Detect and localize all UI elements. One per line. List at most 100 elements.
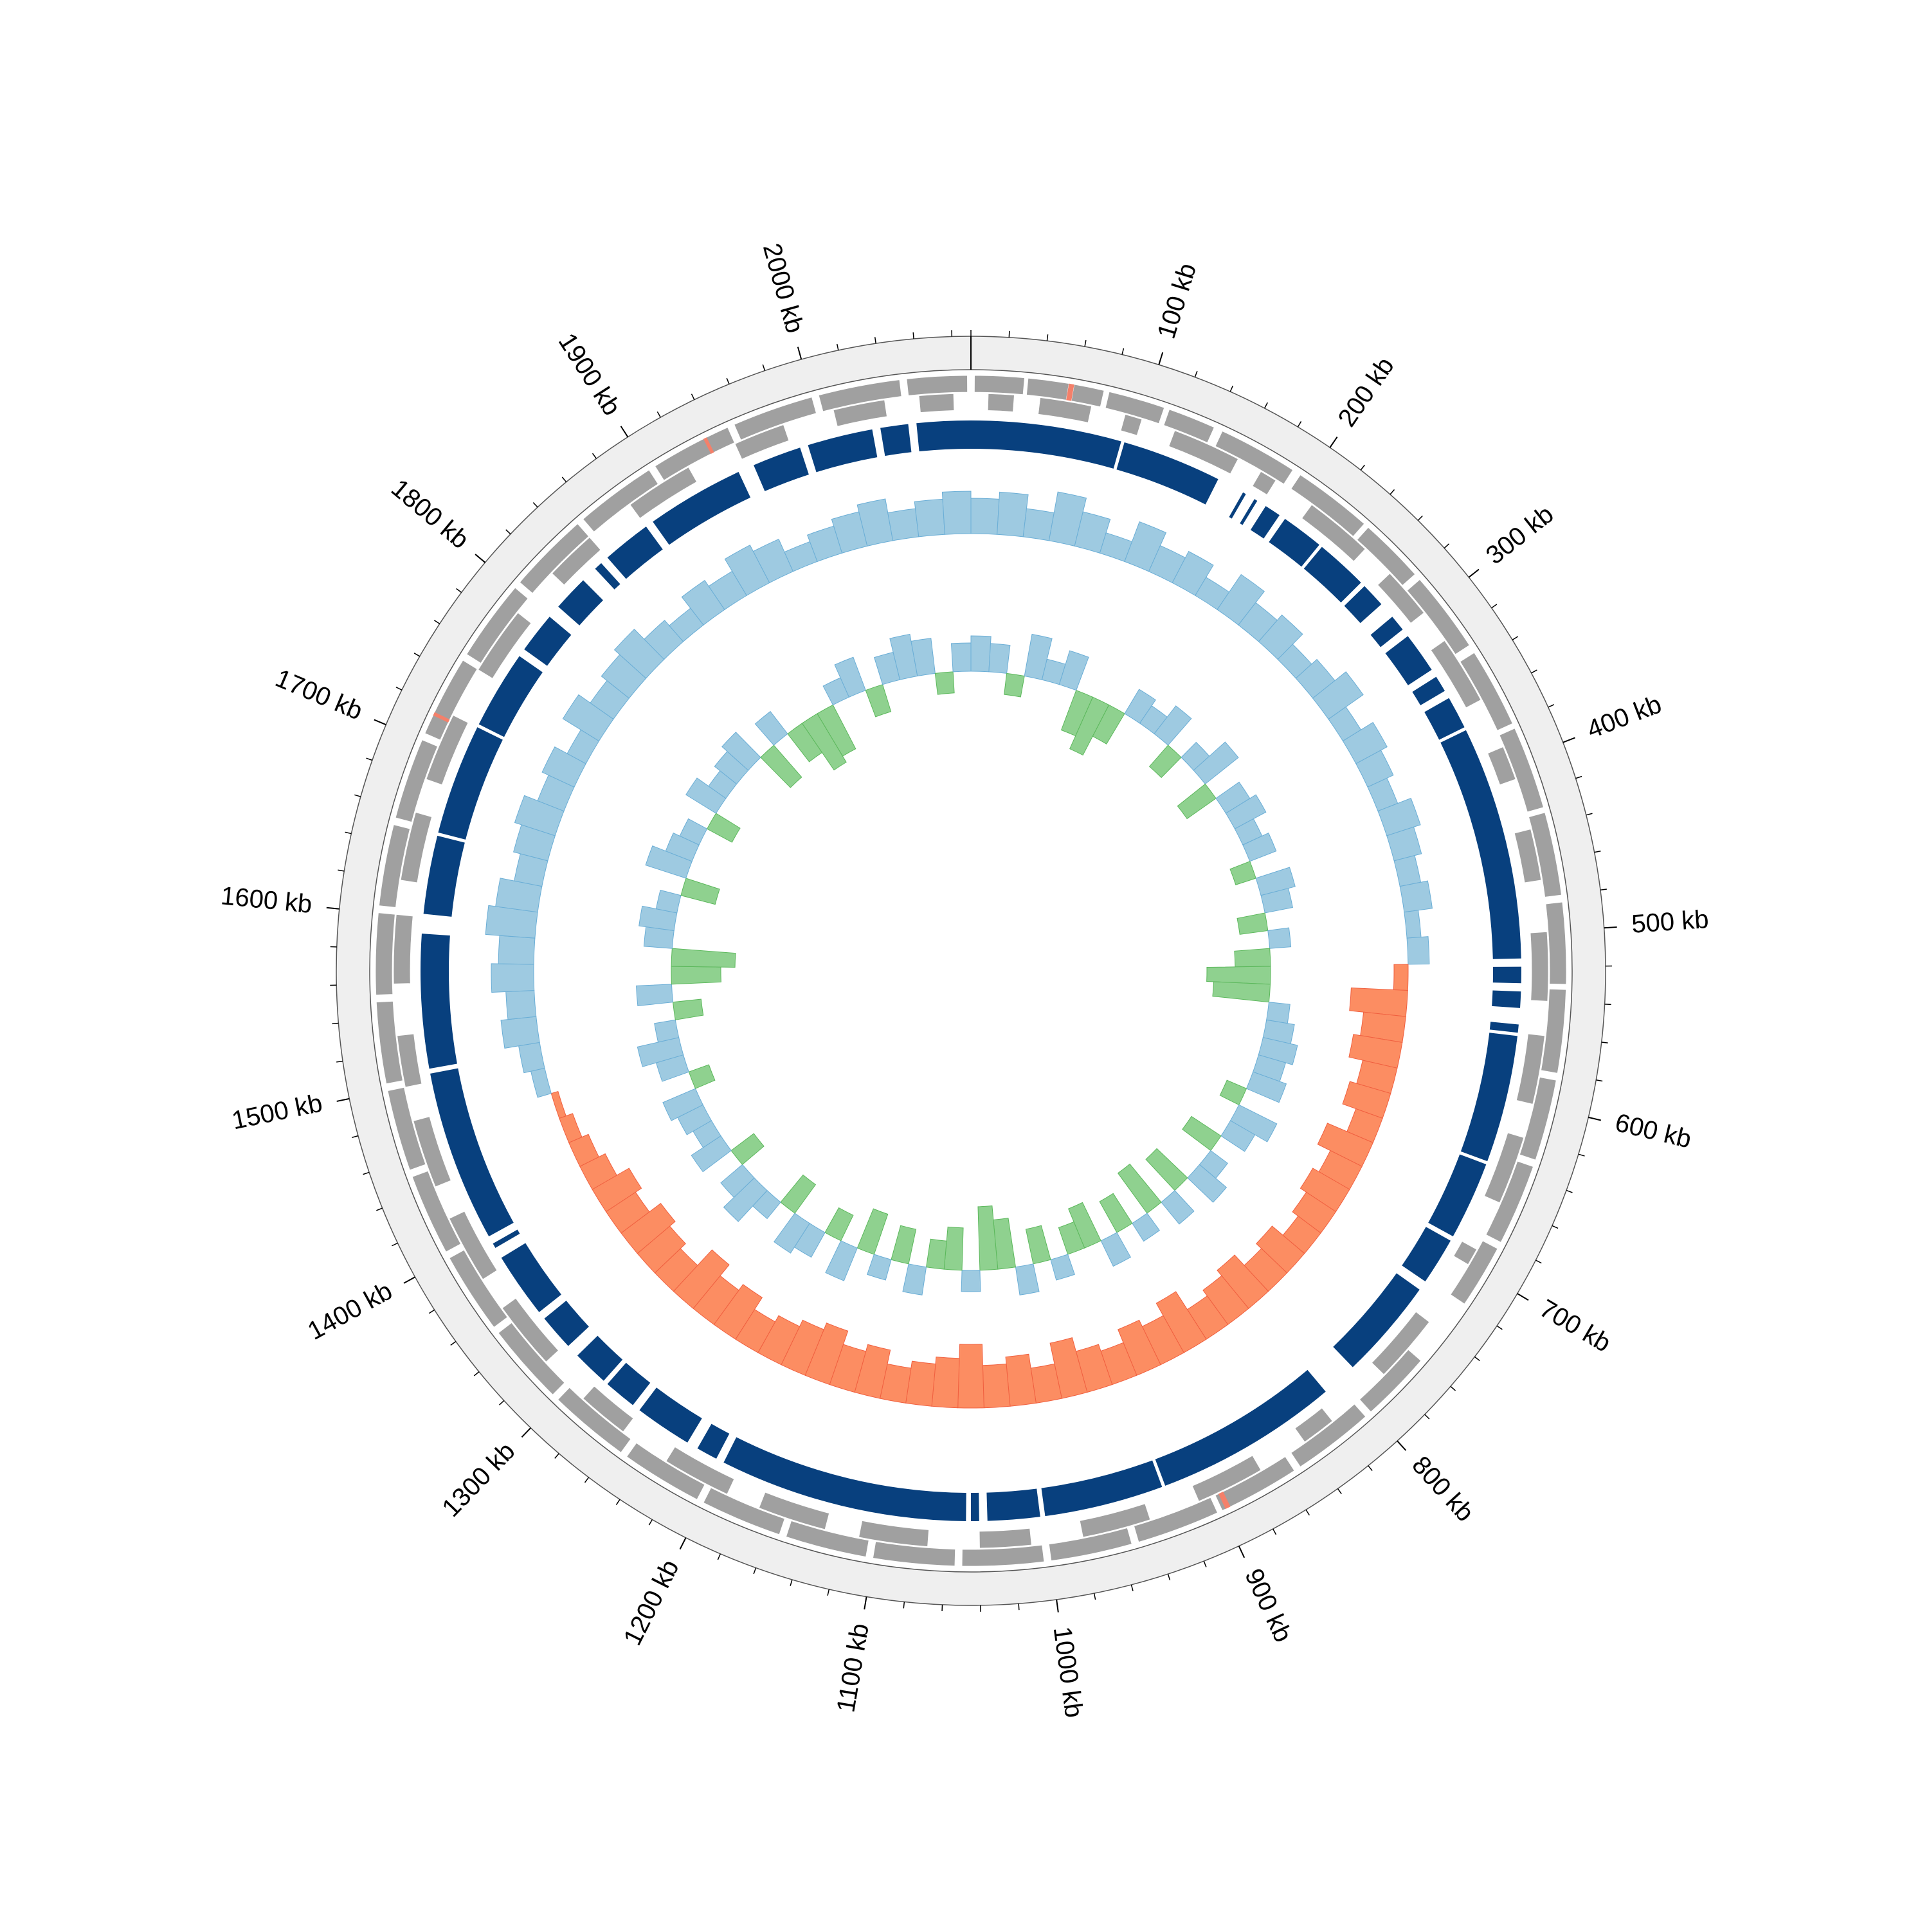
minor-tick xyxy=(754,1568,756,1574)
contig-block xyxy=(545,1301,589,1346)
tick-label: 1500 kb xyxy=(230,1089,325,1135)
minor-tick xyxy=(1600,889,1607,890)
gene-feature xyxy=(974,375,1024,395)
minor-tick xyxy=(352,1136,358,1138)
minor-tick xyxy=(1586,813,1593,815)
major-tick xyxy=(1330,437,1337,447)
skew-bar xyxy=(559,1114,582,1142)
major-tick xyxy=(1397,1441,1406,1450)
tick-label: 1400 kb xyxy=(303,1277,397,1346)
skew-bar xyxy=(888,509,919,541)
gc-bar xyxy=(971,636,991,672)
minor-tick xyxy=(875,337,876,343)
skew-bar xyxy=(914,499,945,537)
gc-bar xyxy=(1146,1148,1188,1190)
minor-tick xyxy=(345,832,352,833)
tick-label: 300 kb xyxy=(1481,500,1559,570)
minor-tick xyxy=(1195,371,1197,377)
minor-tick xyxy=(1444,544,1449,548)
gc-bar xyxy=(1213,982,1271,1002)
major-tick xyxy=(521,1428,530,1437)
gc-bar xyxy=(826,1241,857,1281)
tick-label: 700 kb xyxy=(1535,1294,1616,1358)
tick-label: 1800 kb xyxy=(386,474,474,554)
minor-tick xyxy=(366,758,372,760)
minor-tick xyxy=(649,1520,652,1526)
contig-block xyxy=(608,527,663,579)
gc-bar xyxy=(978,1206,998,1270)
gene-feature xyxy=(907,375,968,395)
tick-label: 800 kb xyxy=(1406,1451,1479,1528)
major-tick xyxy=(1588,1117,1600,1121)
minor-tick xyxy=(1595,851,1601,853)
tick-label: 1300 kb xyxy=(437,1437,520,1522)
contig-block xyxy=(1371,617,1403,647)
gc-bar xyxy=(637,984,673,1006)
major-tick xyxy=(680,1538,686,1549)
minor-tick xyxy=(1094,1593,1096,1600)
gc-bar xyxy=(989,644,1010,673)
gc-bar xyxy=(1230,862,1256,885)
minor-tick xyxy=(1512,636,1518,640)
skew-bar xyxy=(942,491,971,534)
gc-bar xyxy=(1150,745,1181,777)
skew-bar xyxy=(506,991,536,1020)
gc-bar xyxy=(1004,673,1025,697)
skew-bar xyxy=(551,1092,566,1119)
contig-block xyxy=(1428,1154,1486,1236)
contig-block xyxy=(1402,1227,1451,1281)
minor-tick xyxy=(1576,777,1582,779)
gc-bar xyxy=(857,1209,887,1254)
contig-block xyxy=(971,420,1121,469)
minor-tick xyxy=(1298,421,1301,427)
skew-bar xyxy=(498,935,535,964)
minor-tick xyxy=(1548,705,1554,707)
contig-block xyxy=(424,836,465,917)
major-tick xyxy=(1159,352,1163,365)
gene-feature xyxy=(1530,932,1548,1001)
contig-block xyxy=(916,420,971,451)
minor-tick xyxy=(414,653,420,656)
minor-tick xyxy=(434,620,439,624)
minor-tick xyxy=(1474,1357,1480,1360)
contig-block xyxy=(1229,492,1245,519)
minor-tick xyxy=(1230,386,1233,392)
skew-bar xyxy=(1394,856,1420,887)
gc-bar xyxy=(1237,913,1268,934)
contig-block xyxy=(1492,991,1521,1008)
skew-bar xyxy=(531,1068,552,1097)
skew-bar xyxy=(1006,1354,1036,1406)
major-tick xyxy=(864,1597,866,1610)
gc-bar xyxy=(673,999,703,1020)
contig-block xyxy=(880,424,911,456)
minor-tick xyxy=(1390,489,1395,494)
gc-bar xyxy=(731,1133,764,1164)
gc-bar xyxy=(891,1225,916,1264)
skew-bar xyxy=(983,1364,1010,1408)
gene-feature xyxy=(1026,378,1069,400)
contig-block xyxy=(986,1489,1040,1521)
gc-bar xyxy=(689,1065,715,1088)
gene-feature xyxy=(859,1521,929,1546)
tick-label: 2000 kb xyxy=(757,240,809,336)
minor-tick xyxy=(1009,331,1010,338)
gc-bar xyxy=(1059,651,1089,691)
gc-bar xyxy=(1177,784,1216,818)
major-tick xyxy=(475,554,485,563)
minor-tick xyxy=(1497,1326,1502,1330)
tick-label: 1000 kb xyxy=(1048,1625,1089,1719)
minor-tick xyxy=(338,870,344,871)
major-tick xyxy=(374,719,386,725)
skew-bar xyxy=(997,492,1028,537)
contig-block xyxy=(502,1243,561,1312)
tick-label: 1200 kb xyxy=(618,1555,684,1650)
gc-bar xyxy=(903,1264,927,1295)
major-tick xyxy=(798,347,801,359)
major-tick xyxy=(1056,1600,1058,1612)
gc-bar xyxy=(935,672,954,694)
gc-bar xyxy=(961,1270,981,1292)
minor-tick xyxy=(727,378,729,384)
minor-tick xyxy=(1273,1529,1276,1535)
gc-bar xyxy=(671,948,736,967)
